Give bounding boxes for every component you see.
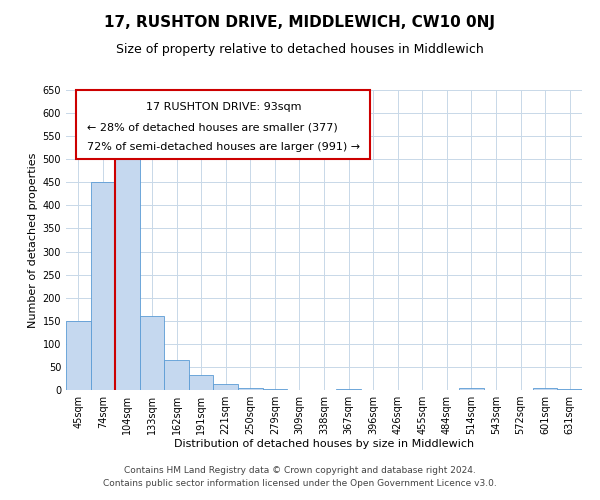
Bar	[189, 375, 214, 390]
Bar	[214, 384, 238, 390]
Bar	[140, 316, 164, 390]
Text: Size of property relative to detached houses in Middlewich: Size of property relative to detached ho…	[116, 42, 484, 56]
Bar	[557, 389, 582, 390]
Y-axis label: Number of detached properties: Number of detached properties	[28, 152, 38, 328]
Text: ← 28% of detached houses are smaller (377): ← 28% of detached houses are smaller (37…	[86, 123, 337, 133]
FancyBboxPatch shape	[76, 90, 370, 159]
Bar	[66, 321, 91, 390]
Bar	[91, 182, 115, 390]
Text: Contains HM Land Registry data © Crown copyright and database right 2024.
Contai: Contains HM Land Registry data © Crown c…	[103, 466, 497, 487]
Bar	[459, 388, 484, 390]
Bar	[115, 154, 140, 390]
Bar	[238, 388, 263, 390]
Bar	[164, 360, 189, 390]
Text: 72% of semi-detached houses are larger (991) →: 72% of semi-detached houses are larger (…	[86, 142, 360, 152]
Bar	[336, 389, 361, 390]
X-axis label: Distribution of detached houses by size in Middlewich: Distribution of detached houses by size …	[174, 438, 474, 448]
Text: 17, RUSHTON DRIVE, MIDDLEWICH, CW10 0NJ: 17, RUSHTON DRIVE, MIDDLEWICH, CW10 0NJ	[104, 15, 496, 30]
Text: 17 RUSHTON DRIVE: 93sqm: 17 RUSHTON DRIVE: 93sqm	[146, 102, 301, 112]
Bar	[533, 388, 557, 390]
Bar	[263, 389, 287, 390]
